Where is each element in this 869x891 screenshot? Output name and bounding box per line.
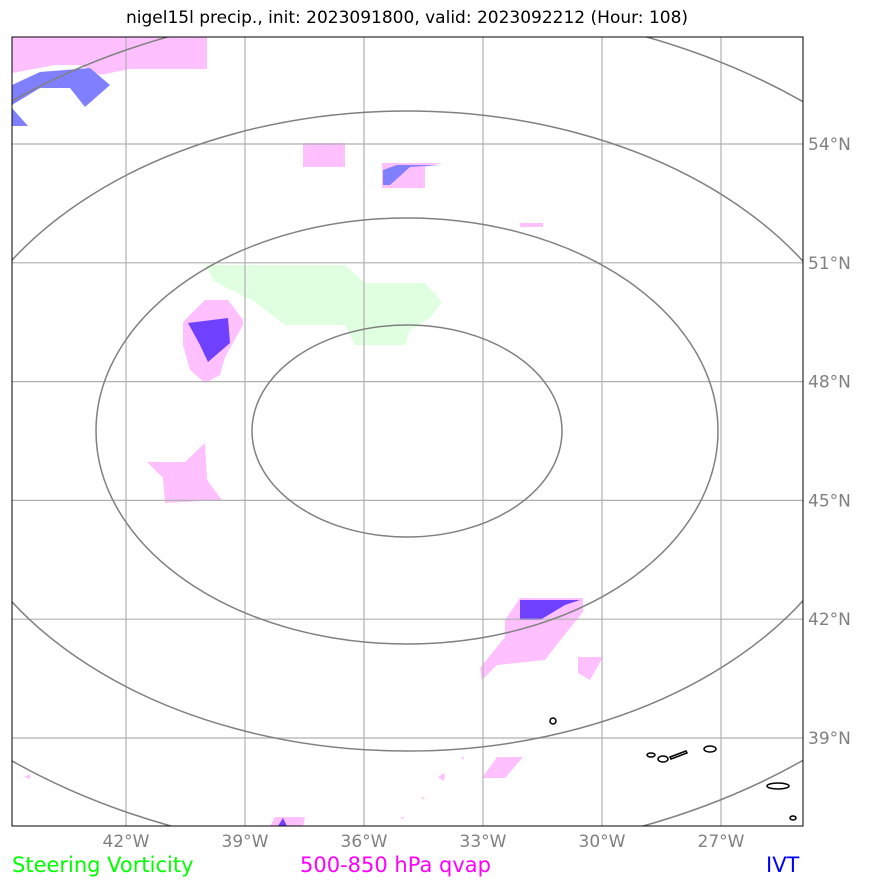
legend-steering-vorticity: Steering Vorticity (12, 853, 194, 877)
ivt-area (383, 165, 440, 185)
ivt-area (12, 108, 28, 126)
range-ring (95, 217, 719, 645)
island-outline (668, 750, 689, 760)
lon-tick-label: 36°W (341, 832, 388, 852)
legend-qvap: 500-850 hPa qvap (300, 853, 491, 877)
qvap-area (438, 773, 445, 781)
island-outline (703, 745, 717, 753)
qvap-area (303, 143, 345, 167)
ivt-area (278, 818, 287, 826)
range-ring (12, 37, 803, 826)
range-ring (251, 324, 563, 538)
qvap-area (482, 757, 523, 778)
chart-title: nigel15l precip., init: 2023091800, vali… (125, 8, 689, 28)
qvap-area (147, 443, 222, 503)
lat-tick-label: 48°N (808, 373, 851, 393)
qvap-area (461, 757, 464, 760)
ivt-area (520, 600, 580, 620)
steering-vorticity-area (205, 265, 442, 345)
lat-tick-label: 39°N (808, 729, 851, 749)
lat-tick-label: 42°N (808, 610, 851, 630)
lat-tick-label: 51°N (808, 254, 851, 274)
qvap-area (421, 797, 424, 800)
ivt-area (188, 318, 230, 362)
qvap-area (24, 774, 30, 779)
qvap-area (401, 817, 404, 820)
ivt-area (12, 68, 110, 107)
island-outline (549, 717, 557, 725)
island-outline (789, 815, 797, 821)
legend-ivt: IVT (766, 853, 800, 877)
lon-tick-label: 39°W (222, 832, 269, 852)
qvap-area (578, 657, 603, 680)
lon-tick-label: 30°W (579, 832, 626, 852)
lat-tick-label: 54°N (808, 135, 851, 155)
qvap-area (520, 223, 543, 227)
island-outline (646, 752, 656, 758)
lat-tick-label: 45°N (808, 491, 851, 511)
lon-tick-label: 27°W (698, 832, 745, 852)
lon-tick-label: 42°W (103, 832, 150, 852)
axes-frame (11, 36, 804, 827)
range-ring (12, 110, 803, 752)
island-outline (766, 782, 790, 790)
lon-tick-label: 33°W (460, 832, 507, 852)
qvap-area (270, 817, 305, 826)
island-outline (657, 755, 669, 763)
qvap-area (480, 598, 583, 680)
